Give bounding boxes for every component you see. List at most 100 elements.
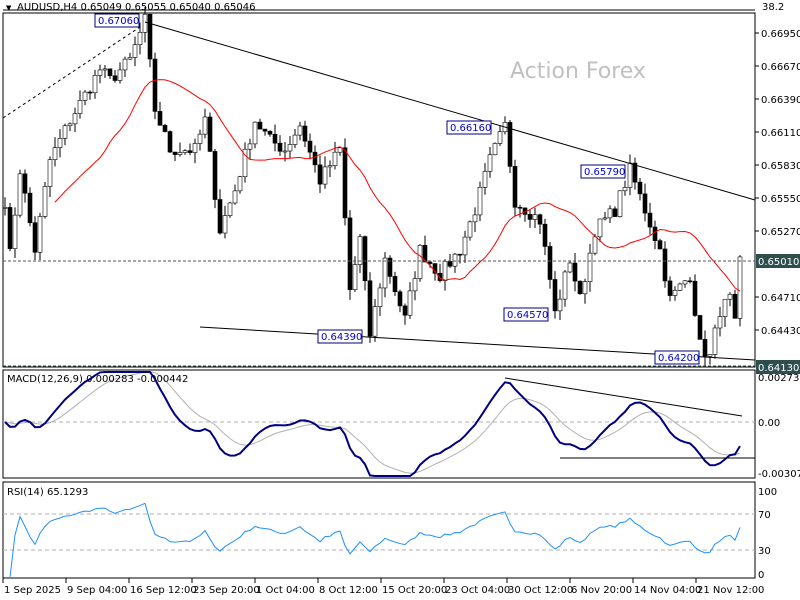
- candle: [332, 151, 338, 166]
- candle: [602, 217, 608, 220]
- candle: [357, 236, 363, 265]
- symbol-label: AUDUSD,H4 0.65049 0.65055 0.65040 0.6504…: [17, 2, 255, 13]
- candle: [232, 190, 238, 204]
- candle: [542, 223, 548, 247]
- candle: [447, 261, 453, 267]
- candle: [197, 133, 203, 144]
- candle: [512, 166, 518, 208]
- macd-line: [4, 371, 741, 477]
- candle: [712, 327, 718, 355]
- candle: [367, 280, 373, 337]
- candle: [317, 164, 323, 185]
- candle: [657, 240, 663, 250]
- candle: [67, 123, 73, 127]
- collapse-arrow-icon[interactable]: ▼: [6, 4, 12, 12]
- time-tick: 21 Nov 12:00: [697, 585, 764, 596]
- candle: [52, 147, 58, 160]
- candle: [377, 287, 383, 307]
- price-annotation-box: [94, 13, 140, 28]
- candle: [507, 122, 513, 167]
- candle: [487, 154, 493, 172]
- candle: [127, 57, 133, 60]
- candle: [557, 298, 563, 312]
- candle: [92, 75, 98, 94]
- candle: [117, 69, 123, 81]
- price-tick: 0.66670: [761, 62, 800, 73]
- candle: [382, 257, 388, 289]
- candle: [592, 236, 598, 254]
- candle: [582, 281, 588, 295]
- candle: [462, 236, 468, 256]
- candle: [497, 131, 503, 144]
- price-tick: 0.66390: [761, 95, 800, 106]
- candle: [662, 248, 668, 282]
- rsi-tick: 100: [758, 487, 777, 498]
- candle: [372, 306, 378, 337]
- candle: [172, 151, 178, 155]
- candle: [667, 280, 673, 296]
- rsi-line: [9, 502, 741, 578]
- rsi-tick: 0: [758, 570, 764, 581]
- candle: [37, 216, 43, 253]
- candle: [477, 187, 483, 216]
- candle: [627, 162, 633, 188]
- candle: [147, 13, 153, 60]
- candle: [42, 186, 48, 217]
- candle: [77, 100, 83, 114]
- candle: [207, 116, 213, 152]
- time-tick: 15 Oct 20:00: [382, 585, 447, 596]
- candle: [242, 148, 248, 178]
- candle: [452, 253, 458, 267]
- candle: [257, 121, 263, 130]
- price-annotation: 0.65790: [584, 167, 625, 178]
- macd-trendline-upper[interactable]: [504, 377, 743, 417]
- price-tick: 0.66950: [761, 29, 800, 40]
- rsi-label: RSI(14) 65.1293: [7, 487, 88, 498]
- price-annotation: 0.67060: [98, 16, 139, 27]
- candle: [267, 130, 273, 135]
- candle: [122, 58, 128, 71]
- candle: [532, 214, 538, 220]
- candle: [102, 68, 108, 71]
- candle: [212, 151, 218, 200]
- macd-signal-line: [4, 371, 741, 474]
- trendline-upper[interactable]: [144, 21, 756, 201]
- price-annotation: 0.66160: [450, 123, 491, 134]
- candle: [237, 176, 243, 192]
- candle: [527, 214, 533, 220]
- candle: [327, 165, 333, 168]
- candle: [347, 217, 353, 291]
- candle: [632, 162, 638, 183]
- candle: [647, 212, 653, 228]
- candle: [727, 293, 733, 300]
- candle: [312, 151, 318, 166]
- low-price-value: 0.64130: [758, 363, 799, 374]
- candle: [277, 142, 283, 152]
- moving-average-line: [54, 79, 741, 292]
- time-tick: 14 Nov 04:00: [634, 585, 701, 596]
- candle: [397, 291, 403, 307]
- candle: [307, 140, 313, 153]
- ohlc-values: 0.65049 0.65055 0.65040 0.65046: [80, 2, 255, 13]
- candle: [157, 111, 163, 126]
- candle: [642, 193, 648, 214]
- candle: [302, 125, 308, 142]
- current-price-value: 0.65010: [758, 257, 799, 268]
- candle: [492, 143, 498, 156]
- price-annotation: 0.64570: [507, 310, 548, 321]
- candle: [152, 58, 158, 112]
- candle: [677, 283, 683, 291]
- time-tick: 6 Nov 20:00: [571, 585, 632, 596]
- candle: [702, 339, 708, 357]
- candle: [342, 147, 348, 219]
- candle: [612, 208, 618, 217]
- candle: [12, 214, 18, 249]
- rsi-tick: 70: [758, 510, 771, 521]
- candle: [82, 91, 88, 101]
- rsi-tick: 30: [758, 546, 771, 557]
- fib-level-label: 38.2: [762, 2, 784, 13]
- macd-panel-frame: [2, 369, 756, 479]
- time-tick: 23 Sep 20:00: [193, 585, 260, 596]
